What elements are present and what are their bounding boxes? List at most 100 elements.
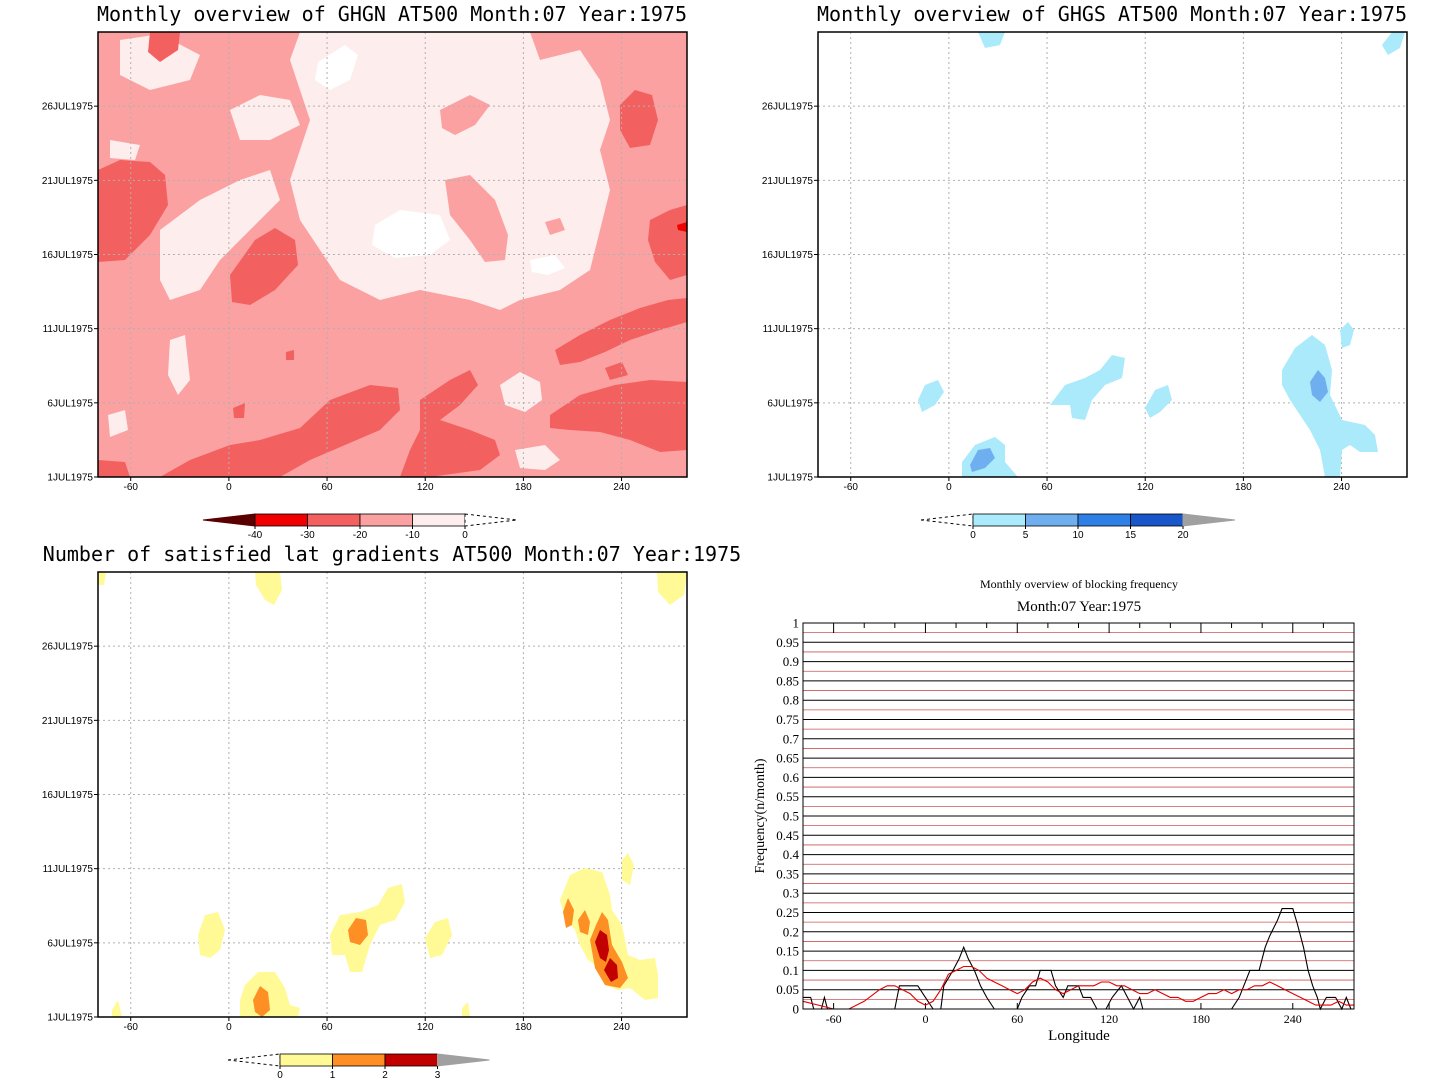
ghgs-y-tick-label: 26JUL1975 [762, 102, 814, 113]
ghgn-title: Monthly overview of GHGN AT500 Month:07 … [97, 2, 687, 26]
gradients-level-3 [604, 958, 618, 982]
ghgn-y-tick-label: 21JUL1975 [42, 176, 94, 187]
ghgn-colorbar-box [359, 513, 413, 527]
gradients-colorbar-extend-high [437, 1053, 490, 1067]
gradients-level-2 [253, 986, 270, 1017]
ghgn-dark-region [98, 460, 130, 477]
gradients-level-2 [578, 910, 590, 935]
ghgn-dark-region [620, 90, 658, 148]
blocking-x-tick-label: 240 [1284, 1012, 1302, 1026]
ghgs-level-2 [1310, 370, 1328, 402]
ghgn-light-region [230, 95, 300, 140]
gradients-field [98, 572, 687, 1017]
blocking-gridlines [803, 622, 1354, 1010]
ghgn-dark-region [605, 362, 628, 380]
ghgs-y-tick-label: 1JUL1975 [767, 473, 813, 484]
ghgn-x-tick-label: 60 [321, 482, 333, 493]
ghgs-level-1 [1340, 322, 1354, 348]
ghgs-colorbar-label: 20 [1177, 530, 1189, 541]
gradients-level-1 [112, 1000, 122, 1017]
ghgs-x-tick-label: 240 [1333, 482, 1350, 493]
ghgs-panel: Monthly overview of GHGS AT500 Month:07 … [762, 2, 1408, 541]
gradients-level-1 [330, 884, 405, 972]
gradients-axes: -60 0 60 120 180 240 1JUL1975 6JUL1975 11JUL1975… [42, 642, 630, 1033]
gradients-level-1 [657, 572, 687, 605]
ghgn-light-region [160, 170, 280, 300]
blocking-xlabel: Longitude [1048, 1028, 1110, 1044]
ghgn-x-tick-label: 240 [613, 482, 630, 493]
ghgn-red-spot [677, 222, 687, 232]
ghgn-y-tick-label: 16JUL1975 [42, 250, 94, 261]
blocking-y-tick-label: 0.35 [776, 866, 799, 881]
ghgs-colorbar-label: 10 [1072, 530, 1084, 541]
gradients-level-1 [622, 853, 634, 885]
blocking-y-tick-label: 0.8 [783, 693, 799, 708]
ghgs-x-tick-label: 120 [1137, 482, 1154, 493]
ghgs-field [918, 32, 1405, 477]
gradients-x-tick-label: 0 [226, 1022, 232, 1033]
gradients-colorbar-extend-low [227, 1053, 281, 1067]
ghgs-level-1 [978, 32, 1005, 48]
ghgs-level-1 [1382, 32, 1405, 55]
ghgn-white-patch [315, 45, 358, 90]
ghgs-y-tick-label: 6JUL1975 [767, 398, 813, 409]
gradients-level-2 [348, 918, 368, 945]
gradients-colorbar-label: 3 [435, 1070, 441, 1081]
ghgn-light-region [108, 410, 128, 437]
ghgn-x-tick-label: 180 [515, 482, 532, 493]
gradients-level-1 [255, 572, 282, 605]
ghgs-colorbar-box [1130, 513, 1184, 527]
gradients-colorbar-label: 0 [277, 1070, 283, 1081]
gradients-x-tick-label: 180 [515, 1022, 532, 1033]
gradients-y-tick-label: 26JUL1975 [42, 642, 94, 653]
ghgn-light-region [290, 32, 610, 310]
ghgn-x-tick-label: 120 [417, 482, 434, 493]
ghgn-light-region [500, 372, 542, 412]
ghgn-dark-region [148, 32, 180, 62]
ghgs-y-tick-label: 21JUL1975 [762, 176, 814, 187]
ghgn-light-region [110, 140, 140, 160]
ghgs-colorbar: 0 5 10 15 20 [920, 513, 1236, 541]
ghgn-colorbar-box [412, 513, 466, 527]
blocking-x-tick-label: 120 [1100, 1012, 1118, 1026]
blocking-y-tick-label: 0.65 [776, 751, 799, 766]
ghgn-y-tick-label: 26JUL1975 [42, 102, 94, 113]
ghgs-title: Monthly overview of GHGS AT500 Month:07 … [817, 2, 1407, 26]
gradients-x-tick-label: 240 [613, 1022, 630, 1033]
blocking-y-tick-label: 0.6 [783, 770, 800, 785]
gradients-level-1 [425, 918, 452, 958]
ghgn-x-tick-label: -60 [123, 482, 138, 493]
blocking-y-tick-label: 0.9 [783, 654, 799, 669]
gradients-y-tick-label: 16JUL1975 [42, 790, 94, 801]
gradients-colorbar-box [384, 1053, 438, 1067]
ghgs-y-tick-label: 11JUL1975 [763, 324, 814, 335]
blocking-x-tick-label: -60 [826, 1012, 842, 1026]
blocking-panel: Monthly overview of blocking frequency M… [753, 577, 1355, 1044]
ghgn-light-region [168, 335, 190, 395]
blocking-y-tick-label: 0.25 [776, 905, 799, 920]
ghgs-level-1 [918, 380, 944, 412]
gradients-frame [97, 571, 688, 1018]
ghgn-frame [97, 31, 688, 478]
gradients-y-tick-label: 6JUL1975 [47, 938, 93, 949]
ghgn-colorbar-extend-high [464, 513, 518, 527]
ghgs-colorbar-extend-high [1182, 513, 1236, 527]
ghgn-y-tick-label: 6JUL1975 [47, 398, 93, 409]
ghgs-colorbar-label: 15 [1125, 530, 1137, 541]
ghgn-axes: -60 0 60 120 180 240 1JUL1975 6JUL1975 11JUL1975… [42, 102, 630, 493]
ghgs-level-1 [1050, 355, 1125, 420]
gradients-y-tick-label: 1JUL1975 [47, 1013, 93, 1024]
gradients-level-3 [595, 930, 609, 962]
blocking-y-tick-label: 0.45 [776, 828, 799, 843]
ghgn-white-patch [372, 210, 450, 258]
blocking-subtitle: Month:07 Year:1975 [1017, 599, 1141, 615]
ghgn-colorbar-label: 0 [462, 530, 468, 541]
blocking-series-line-2 [802, 965, 1354, 1010]
gradients-x-tick-label: 60 [321, 1022, 333, 1033]
gradients-colorbar-label: 1 [330, 1070, 336, 1081]
gradients-colorbar: 0 1 2 3 [227, 1053, 490, 1081]
ghgs-axes: -60 0 60 120 180 240 1JUL1975 6JUL1975 11JUL1975… [762, 102, 1350, 493]
ghgn-light-region [515, 445, 560, 470]
blocking-y-tick-label: 0.95 [776, 635, 799, 650]
